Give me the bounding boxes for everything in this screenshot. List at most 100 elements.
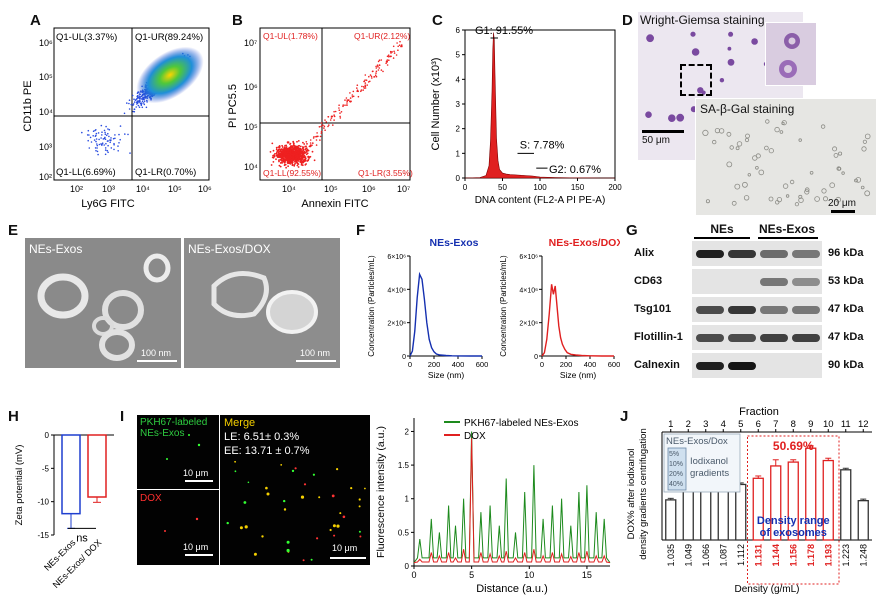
fluorescent-dot xyxy=(244,525,248,529)
panel-label-a: A xyxy=(30,12,41,29)
cell-center xyxy=(788,37,796,45)
stained-cell xyxy=(646,34,654,43)
x-tick-label: 600 xyxy=(608,360,620,369)
event-dot xyxy=(378,67,381,69)
cell xyxy=(726,131,732,137)
cell xyxy=(752,155,758,161)
vesicle xyxy=(92,316,114,336)
fluorescent-dot xyxy=(333,534,336,537)
event-dot xyxy=(397,45,399,48)
event-dot xyxy=(365,79,368,81)
y-tick-label: 0 xyxy=(45,431,50,440)
event-dot xyxy=(289,152,292,155)
event-dot xyxy=(135,106,137,108)
event-dot xyxy=(113,144,115,146)
stained-cell xyxy=(697,87,704,94)
event-dot xyxy=(95,140,97,143)
event-dot xyxy=(101,142,104,144)
x-tick-label: 50 xyxy=(498,183,507,192)
event-dot xyxy=(371,77,373,79)
event-dot xyxy=(305,141,308,143)
event-dot xyxy=(299,161,302,163)
event-dot xyxy=(356,87,358,89)
event-dot xyxy=(378,64,381,66)
event-dot xyxy=(305,145,307,148)
gradient-bar xyxy=(682,488,694,541)
y-tick: 10² xyxy=(39,172,52,182)
event-dot xyxy=(281,151,284,154)
cell xyxy=(821,188,827,194)
event-dot xyxy=(292,143,295,146)
x-tick: 10² xyxy=(70,184,83,194)
event-dot xyxy=(346,102,348,104)
gradient-bar xyxy=(770,465,782,541)
event-dot xyxy=(145,106,148,109)
fraction-label: 12 xyxy=(858,419,869,430)
event-dot xyxy=(87,139,89,142)
cell xyxy=(734,183,741,190)
blot-strip xyxy=(692,325,822,350)
y-tick: 10⁵ xyxy=(39,72,53,82)
scale-label: 10 μm xyxy=(183,468,209,478)
y-axis-label: density gradients centrifugation xyxy=(638,428,649,560)
scale-bar xyxy=(296,360,336,362)
stained-cell xyxy=(690,31,696,37)
density-label: 1.131 xyxy=(753,544,763,567)
blot-band xyxy=(728,362,756,370)
event-dot xyxy=(108,135,110,138)
cell xyxy=(861,146,867,152)
blot-strip xyxy=(692,353,822,378)
event-dot xyxy=(299,159,302,162)
event-dot xyxy=(320,122,323,124)
fluorescent-dot xyxy=(283,508,287,511)
event-dot xyxy=(327,125,329,128)
event-dot xyxy=(103,144,105,146)
event-dot xyxy=(298,144,301,147)
density-label: 1.156 xyxy=(788,544,798,567)
event-dot xyxy=(278,160,280,163)
event-dot xyxy=(133,98,135,100)
event-dot xyxy=(283,164,286,167)
y-tick-label: 0 xyxy=(402,354,406,361)
x-tick-label: 10 xyxy=(524,570,534,580)
event-dot xyxy=(339,112,341,114)
y-tick: 10⁶ xyxy=(39,38,53,48)
blot-band xyxy=(696,278,724,286)
event-dot xyxy=(108,128,111,131)
cell xyxy=(798,138,802,142)
event-dot xyxy=(271,142,274,145)
event-dot xyxy=(278,145,281,148)
panel-label-h: H xyxy=(8,408,19,425)
cell xyxy=(774,200,780,205)
event-dot xyxy=(299,148,301,151)
dot xyxy=(188,434,190,436)
cell xyxy=(804,187,810,192)
event-dot xyxy=(97,153,99,156)
cell xyxy=(768,148,774,154)
event-dot xyxy=(303,150,306,153)
gradient-bar xyxy=(735,483,747,541)
cell xyxy=(735,146,740,151)
event-dot xyxy=(87,129,90,132)
y-tick-label: 2 xyxy=(456,125,461,134)
fraction-label: 3 xyxy=(703,419,708,430)
density-label: 1.049 xyxy=(683,544,693,567)
x-tick-label: 200 xyxy=(608,183,622,192)
s-annotation: S: 7.78% xyxy=(520,139,565,151)
blot-kda-0: 96 kDa xyxy=(828,247,864,259)
event-dot xyxy=(301,157,304,160)
fluorescent-dot xyxy=(303,483,307,486)
cell xyxy=(854,178,858,183)
event-dot xyxy=(388,56,390,58)
event-dot xyxy=(376,64,379,66)
event-dot xyxy=(346,104,348,106)
profile-line-0 xyxy=(413,431,611,563)
event-dot xyxy=(373,76,375,78)
fluorescent-dot xyxy=(329,528,332,532)
event-dot xyxy=(279,158,282,161)
blot-band xyxy=(696,334,724,342)
y-tick-label: 2 xyxy=(405,427,410,436)
event-dot xyxy=(298,157,300,160)
blot-kda-1: 53 kDa xyxy=(828,275,864,287)
event-dot xyxy=(110,147,113,149)
